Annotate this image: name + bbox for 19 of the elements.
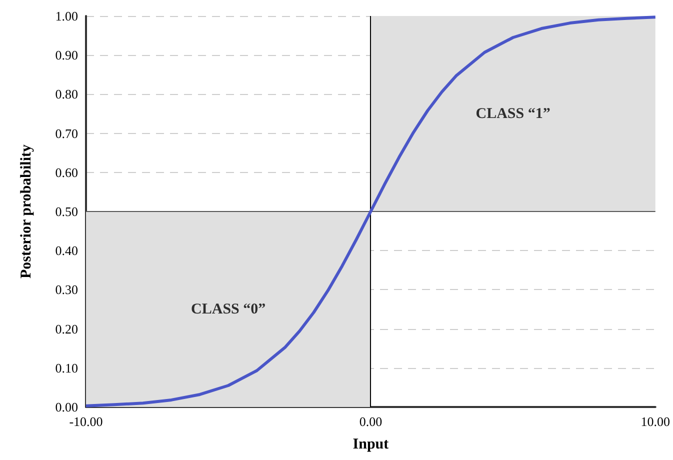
x-tick-label: 10.00 (640, 414, 670, 429)
y-tick-label: 0.80 (55, 86, 78, 102)
annotation: CLASS “1” (476, 106, 550, 122)
y-tick-label: 0.60 (55, 164, 78, 180)
y-tick-label: 1.00 (55, 8, 78, 24)
y-tick-label: 0.00 (55, 400, 78, 414)
x-axis-title: Input (352, 436, 389, 452)
y-tick-label: 0.90 (55, 48, 78, 63)
x-tick-label: 0.00 (359, 414, 382, 429)
y-tick-label: 0.20 (55, 321, 78, 336)
x-tick-label: -10.00 (69, 414, 103, 429)
y-tick-label: 0.70 (55, 126, 78, 141)
annotation: CLASS “0” (191, 301, 266, 318)
y-axis-title: Posterior probability (18, 144, 34, 279)
y-tick-label: 0.50 (55, 204, 78, 219)
y-tick-label: 0.30 (55, 282, 78, 298)
y-tick-label: 0.10 (55, 360, 78, 376)
y-tick-label: 0.40 (55, 243, 78, 258)
line-series (84, 16, 657, 408)
